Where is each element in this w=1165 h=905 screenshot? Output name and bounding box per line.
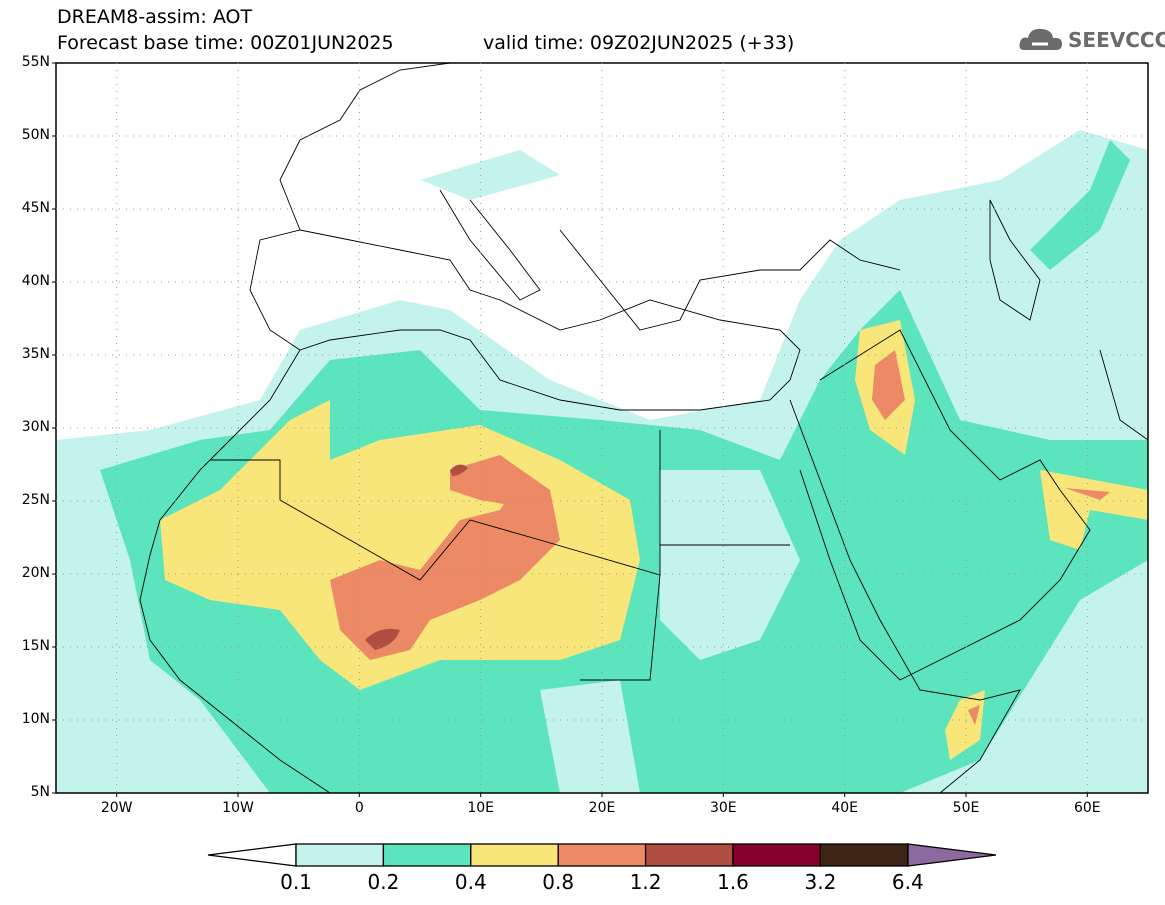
forecast-base-time: Forecast base time: 00Z01JUN2025 bbox=[57, 32, 394, 54]
colorbar-label: 0.2 bbox=[367, 870, 400, 894]
colorbar-label: 0.8 bbox=[542, 870, 575, 894]
colorbar-swatch bbox=[557, 843, 647, 867]
colorbar-swatch bbox=[382, 843, 472, 867]
seevccc-logo: SEEVCCC bbox=[1018, 26, 1165, 54]
map-title: DREAM8-assim: AOT bbox=[57, 6, 253, 28]
colorbar bbox=[207, 843, 997, 867]
graticule bbox=[56, 63, 1148, 793]
aot-0.8-region bbox=[330, 350, 1110, 725]
colorbar-swatch bbox=[295, 843, 385, 867]
colorbar-label: 1.2 bbox=[629, 870, 662, 894]
colorbar-swatch bbox=[644, 843, 734, 867]
colorbar-swatch bbox=[819, 843, 909, 867]
lon-label: 10E bbox=[467, 800, 494, 816]
lon-label: 20W bbox=[100, 800, 133, 816]
logo-text: SEEVCCC bbox=[1068, 28, 1165, 52]
lat-label: 15N bbox=[21, 638, 50, 654]
aot-0.2-gap bbox=[540, 470, 800, 793]
colorbar-swatch bbox=[470, 843, 559, 867]
lat-label: 5N bbox=[30, 784, 50, 800]
lon-label: 50E bbox=[952, 800, 980, 816]
lon-label: 30E bbox=[709, 800, 737, 816]
lat-label: 45N bbox=[21, 200, 50, 216]
lon-label: 40E bbox=[831, 800, 858, 816]
cloud-icon bbox=[1019, 28, 1062, 50]
colorbar-label: 1.6 bbox=[717, 870, 749, 894]
lon-label: 0 bbox=[354, 800, 364, 816]
colorbar-label: 0.1 bbox=[280, 870, 312, 894]
colorbar-over-arrow bbox=[907, 843, 997, 867]
colorbar-label: 0.4 bbox=[454, 870, 487, 894]
colorbar-label: 3.2 bbox=[804, 870, 837, 894]
lat-label: 10N bbox=[21, 711, 50, 727]
colorbar-under-arrow bbox=[207, 843, 297, 867]
lat-label: 25N bbox=[21, 492, 50, 508]
lat-label: 40N bbox=[21, 273, 50, 289]
lon-label: 60E bbox=[1073, 800, 1101, 816]
coastlines bbox=[139, 63, 1148, 793]
lat-label: 55N bbox=[21, 54, 50, 70]
lon-label: 20E bbox=[588, 800, 616, 816]
lon-label: 10W bbox=[222, 800, 254, 816]
lat-label: 20N bbox=[21, 565, 50, 581]
lat-label: 50N bbox=[21, 127, 50, 143]
lat-label: 35N bbox=[21, 346, 50, 362]
colorbar-label: 6.4 bbox=[891, 870, 924, 894]
colorbar-swatch bbox=[732, 843, 822, 867]
valid-time: valid time: 09Z02JUN2025 (+33) bbox=[483, 32, 795, 54]
lat-label: 30N bbox=[21, 419, 50, 435]
